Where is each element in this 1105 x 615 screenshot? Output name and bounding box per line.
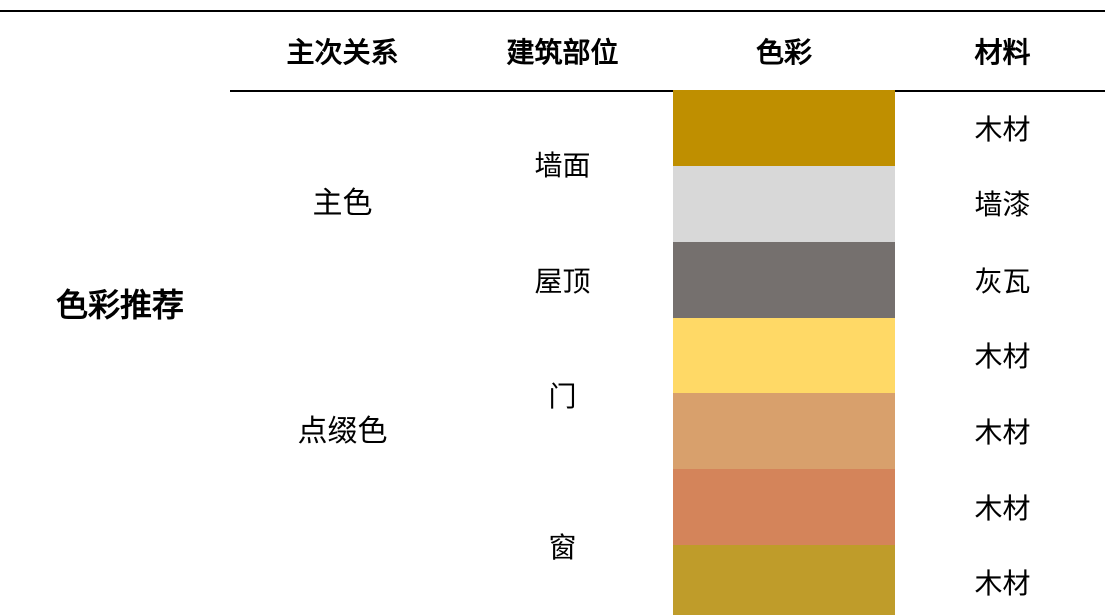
color-swatch-2 <box>673 166 895 242</box>
color-swatch-3 <box>673 242 895 318</box>
color-swatch-5 <box>673 393 895 469</box>
table-left-title: 色彩推荐 <box>55 286 184 324</box>
color-swatch-4 <box>673 318 895 394</box>
material-3: 灰瓦 <box>974 265 1031 298</box>
part-wall: 墙面 <box>534 149 591 182</box>
header-part: 建筑部位 <box>506 36 619 69</box>
material-2: 墙漆 <box>974 188 1031 221</box>
header-color: 色彩 <box>755 36 812 69</box>
material-4: 木材 <box>974 340 1031 373</box>
role-main: 主色 <box>312 186 373 221</box>
table-top-rule <box>0 10 1105 12</box>
material-7: 木材 <box>974 567 1031 600</box>
header-role: 主次关系 <box>286 36 399 69</box>
material-1: 木材 <box>974 113 1031 146</box>
color-swatch-6 <box>673 469 895 545</box>
table-header-rule <box>230 90 1105 92</box>
part-roof: 屋顶 <box>534 265 591 298</box>
part-door: 门 <box>548 380 577 413</box>
color-swatch-7 <box>673 545 895 615</box>
header-material: 材料 <box>974 36 1031 69</box>
part-window: 窗 <box>548 531 577 564</box>
material-6: 木材 <box>974 492 1031 525</box>
color-swatch-1 <box>673 90 895 166</box>
role-accent: 点缀色 <box>297 414 388 449</box>
material-5: 木材 <box>974 416 1031 449</box>
